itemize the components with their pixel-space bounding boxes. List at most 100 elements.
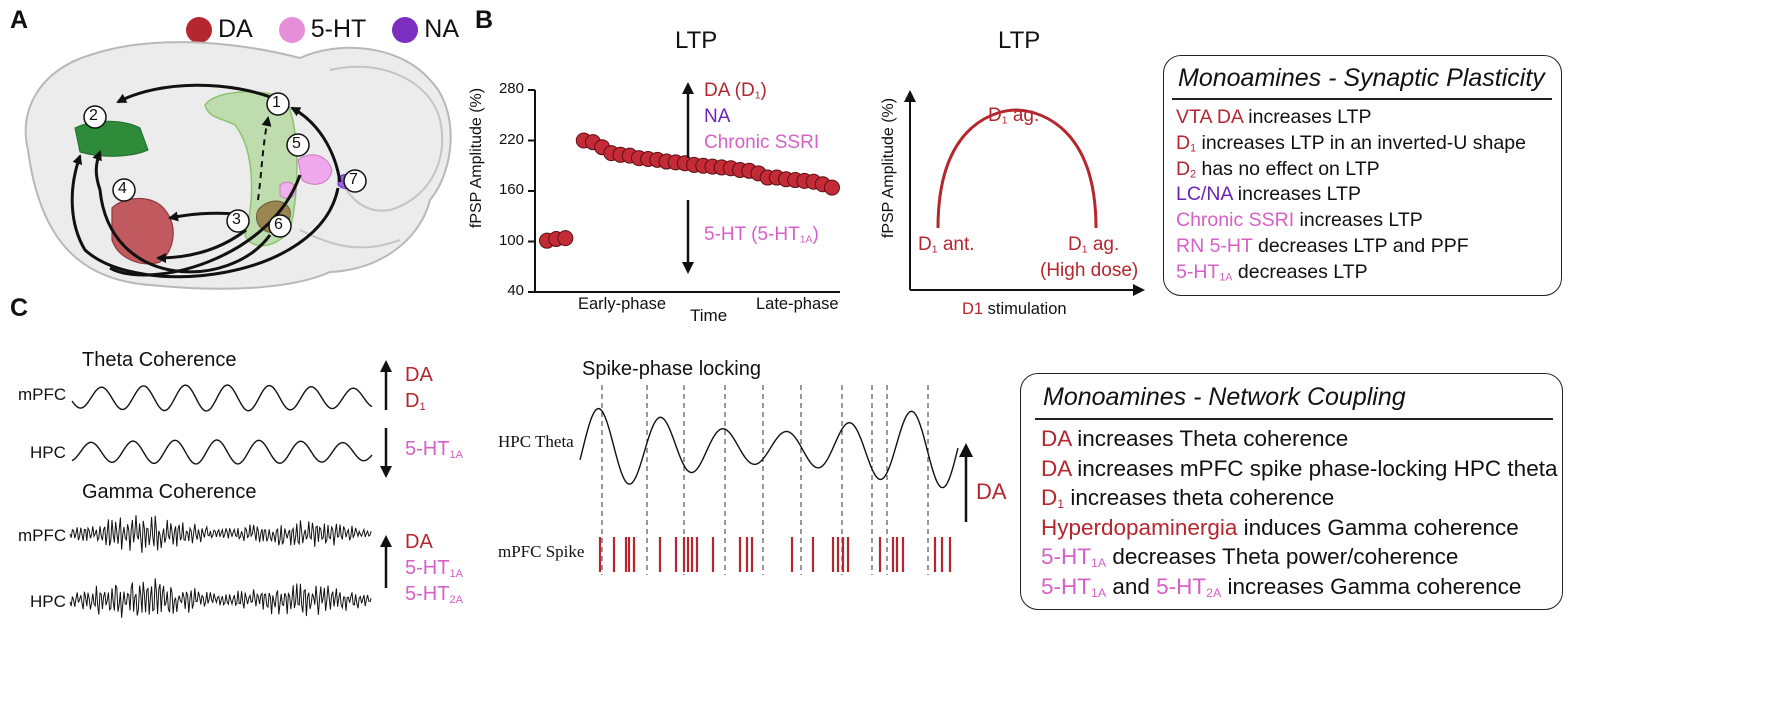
- ltp-xlabel: Time: [690, 306, 728, 325]
- gamma-up-5ht1a: 5-HT1A: [405, 557, 463, 580]
- dose-xlabel: D1 stimulation: [962, 300, 1067, 318]
- cerebellum-outline: [329, 65, 444, 212]
- plasticity-box-rule: [1172, 98, 1552, 100]
- plasticity-line: D1 increases LTP in an inverted-U shape: [1176, 131, 1526, 155]
- region-4-marker: [112, 178, 136, 202]
- legend: DA 5-HT NA: [186, 15, 459, 44]
- arrow-5-to-pfc: [109, 174, 302, 277]
- network-line: D1 increases theta coherence: [1041, 485, 1335, 512]
- panel-label-a: A: [10, 6, 29, 34]
- dose-right-label: D1 ag.: [1068, 234, 1120, 256]
- gamma-hpc-label: HPC: [30, 592, 66, 611]
- ltp-up-label-na: NA: [704, 106, 731, 127]
- plasticity-box-title: Monoamines - Synaptic Plasticity: [1178, 64, 1545, 92]
- gamma-hpc-trace: [69, 578, 372, 618]
- region-number-1: 1: [272, 94, 281, 111]
- legend-na-swatch: [392, 16, 419, 43]
- panel-label-c: C: [10, 294, 29, 322]
- ltp-yticks: [528, 89, 535, 293]
- spike-phase-dashes: [601, 385, 929, 575]
- gamma-mpfc-trace: [69, 515, 372, 553]
- arrow-6-to-2: [92, 150, 272, 274]
- arrow-1-to-2: [116, 83, 279, 104]
- region-number-4: 4: [118, 180, 127, 197]
- theta-up-da: DA: [405, 364, 433, 386]
- region-7-marker: [343, 169, 367, 193]
- ltp-data-points: [539, 132, 840, 249]
- theta-coherence-title: Theta Coherence: [82, 349, 237, 371]
- theta-hpc-label: HPC: [30, 443, 66, 462]
- network-line: DA increases Theta coherence: [1041, 426, 1349, 451]
- arrow-7-to-1: [290, 106, 342, 183]
- ltp-ytick-label: 280: [498, 80, 524, 97]
- network-line: Hyperdopaminergia induces Gamma coherenc…: [1041, 514, 1519, 540]
- dose-curve: [936, 108, 1098, 229]
- arrow-7-to-2: [70, 154, 340, 279]
- gamma-coherence-title: Gamma Coherence: [82, 481, 257, 503]
- theta-down-5ht1a: 5-HT1A: [405, 438, 463, 461]
- network-line: 5-HT1A decreases Theta power/coherence: [1041, 544, 1459, 571]
- network-box-title: Monoamines - Network Coupling: [1043, 383, 1406, 411]
- spike-mpfc-label: mPFC Spike: [498, 542, 585, 561]
- plasticity-line: 5-HT1A decreases LTP: [1176, 260, 1368, 284]
- dose-peak-label: D1 ag.: [988, 105, 1040, 127]
- plasticity-line: D2 has no effect on LTP: [1176, 157, 1380, 181]
- region-2-marker: [83, 105, 107, 129]
- region-number-3: 3: [232, 211, 241, 228]
- legend-da-swatch: [186, 16, 212, 43]
- spike-theta-label: HPC Theta: [498, 432, 574, 451]
- gamma-up-5ht2a: 5-HT2A: [405, 583, 463, 606]
- plasticity-line: LC/NA increases LTP: [1176, 183, 1361, 206]
- region-5-marker: [286, 133, 310, 157]
- panel-label-b: B: [475, 6, 494, 34]
- dose-chart-title: LTP: [998, 27, 1041, 54]
- region-number-2: 2: [89, 107, 98, 124]
- ltp-up-label-da: DA (D1): [704, 80, 767, 102]
- region-number-7: 7: [349, 171, 358, 188]
- network-box-rule: [1035, 418, 1553, 420]
- ltp-data-point: [824, 179, 840, 196]
- legend-da-label: DA: [218, 15, 253, 43]
- theta-up-d1: D1: [405, 390, 426, 413]
- ltp-ytick-label: 220: [498, 130, 524, 148]
- plasticity-box: Monoamines - Synaptic Plasticity VTA DA …: [1163, 55, 1562, 296]
- ltp-ytick-label: 160: [498, 181, 524, 198]
- spike-ticks: [598, 537, 952, 572]
- network-line: DA increases mPFC spike phase-locking HP…: [1041, 455, 1558, 481]
- theta-mpfc-trace: [71, 384, 373, 412]
- plasticity-line: RN 5-HT decreases LTP and PPF: [1176, 235, 1469, 257]
- ltp-chart-title: LTP: [675, 27, 718, 54]
- ltp-up-label-ssri: Chronic SSRI: [704, 132, 820, 153]
- raphe-region: [297, 154, 333, 185]
- legend-5ht-swatch: [278, 16, 305, 43]
- ltp-ytick-label: 40: [507, 282, 524, 299]
- ltp-down-label-5ht: 5-HT (5-HT1A): [704, 224, 819, 246]
- dose-right-label-2: (High dose): [1040, 260, 1139, 281]
- network-box: Monoamines - Network Coupling DA increas…: [1020, 373, 1563, 610]
- ltp-ytick-label: 100: [498, 231, 524, 249]
- spike-title: Spike-phase locking: [582, 358, 761, 380]
- region-number-5: 5: [292, 135, 301, 152]
- brain-diagram: [24, 41, 452, 290]
- region-number-6: 6: [274, 216, 283, 233]
- ltp-data-point: [557, 230, 574, 247]
- spike-da-label: DA: [976, 479, 1007, 504]
- ltp-x-early: Early-phase: [578, 295, 667, 313]
- region-1-marker: [266, 92, 290, 116]
- legend-5ht-label: 5-HT: [310, 15, 367, 43]
- dose-left-label: D1 ant.: [918, 234, 975, 256]
- network-line: 5-HT1A and 5-HT2A increases Gamma cohere…: [1041, 573, 1522, 600]
- arrow-3-to-striatum: [156, 228, 247, 263]
- plasticity-line: VTA DA increases LTP: [1176, 106, 1372, 128]
- ltp-x-late: Late-phase: [756, 295, 839, 313]
- gamma-mpfc-label: mPFC: [18, 526, 67, 545]
- gamma-up-da: DA: [405, 531, 433, 553]
- legend-na-label: NA: [424, 15, 460, 43]
- plasticity-line: Chronic SSRI increases LTP: [1176, 209, 1423, 232]
- spike-theta-trace: [579, 407, 959, 489]
- region-6-marker: [268, 214, 292, 238]
